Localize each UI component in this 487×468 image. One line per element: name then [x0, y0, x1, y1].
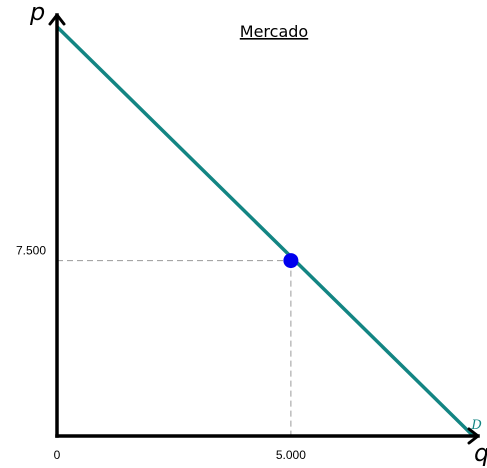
equilibrium-points — [283, 253, 299, 269]
y-axis-label: p — [29, 0, 45, 26]
x-tick-label: 0 — [54, 448, 61, 462]
tick-labels: 0 5.000 7.500 — [16, 244, 306, 462]
demand-curve-label: D — [470, 418, 482, 433]
demand-series: D — [55, 25, 482, 438]
x-axis-label: q — [474, 439, 487, 467]
x-axis-arrow-icon — [467, 427, 480, 445]
y-tick-label: 7.500 — [16, 244, 46, 258]
demand-line — [55, 25, 475, 438]
y-axis-arrow-icon — [48, 13, 66, 26]
equilibrium-point — [283, 253, 299, 269]
chart-title: Mercado — [240, 22, 308, 41]
guide-lines — [57, 260, 292, 436]
x-tick-label: 5.000 — [276, 448, 306, 462]
